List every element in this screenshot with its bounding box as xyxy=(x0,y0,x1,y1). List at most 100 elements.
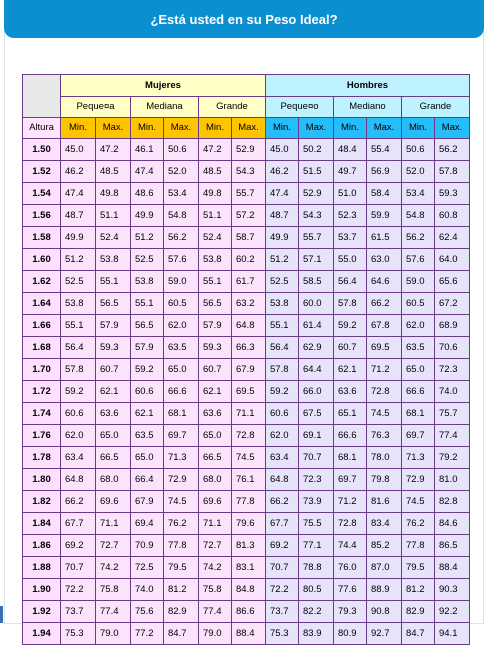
weight-cell: 53.8 xyxy=(60,292,96,315)
weight-cell: 50.2 xyxy=(298,138,334,161)
weight-cell: 54.3 xyxy=(231,160,266,183)
weight-cell: 51.5 xyxy=(298,160,334,183)
weight-cell: 59.9 xyxy=(366,204,402,227)
max-header: Max. xyxy=(366,117,402,139)
weight-cell: 50.6 xyxy=(401,138,435,161)
weight-cell: 51.2 xyxy=(60,248,96,271)
weight-cell: 75.8 xyxy=(95,578,131,601)
weight-cell: 54.3 xyxy=(298,204,334,227)
weight-cell: 58.4 xyxy=(366,182,402,205)
weight-cell: 73.9 xyxy=(298,490,334,513)
weight-cell: 76.0 xyxy=(333,556,367,579)
weight-cell: 74.5 xyxy=(401,490,435,513)
weight-cell: 46.2 xyxy=(265,160,299,183)
table-row: 1.80 64.8 68.0 66.4 72.9 68.0 76.1 64.8 72.3 69.7… xyxy=(22,468,470,491)
weight-cell: 46.2 xyxy=(60,160,96,183)
weight-cell: 84.8 xyxy=(231,578,266,601)
weight-cell: 53.7 xyxy=(333,226,367,249)
weight-cell: 57.9 xyxy=(95,314,131,337)
max-header: Max. xyxy=(95,117,131,139)
weight-cell: 59.3 xyxy=(198,336,232,359)
weight-cell: 88.4 xyxy=(231,622,266,645)
weight-cell: 67.9 xyxy=(231,358,266,381)
weight-cell: 81.3 xyxy=(231,534,266,557)
weight-cell: 77.4 xyxy=(198,600,232,623)
weight-cell: 67.9 xyxy=(130,490,164,513)
table-row: 1.70 57.8 60.7 59.2 65.0 60.7 67.9 57.8 64.4 62.1… xyxy=(22,358,470,381)
weight-cell: 74.4 xyxy=(333,534,367,557)
height-cell: 1.76 xyxy=(22,424,61,447)
weight-cell: 76.2 xyxy=(401,512,435,535)
table-row: 1.52 46.2 48.5 47.4 52.0 48.5 54.3 46.2 51.5 49.7… xyxy=(22,160,470,183)
weight-cell: 69.5 xyxy=(366,336,402,359)
weight-cell: 77.8 xyxy=(231,490,266,513)
weight-cell: 56.4 xyxy=(60,336,96,359)
weight-cell: 55.1 xyxy=(95,270,131,293)
weight-cell: 64.6 xyxy=(366,270,402,293)
weight-cell: 80.9 xyxy=(333,622,367,645)
weight-cell: 90.8 xyxy=(366,600,402,623)
weight-cell: 69.6 xyxy=(198,490,232,513)
weight-cell: 68.9 xyxy=(434,314,470,337)
weight-cell: 69.6 xyxy=(95,490,131,513)
weight-cell: 79.8 xyxy=(366,468,402,491)
weight-cell: 73.7 xyxy=(265,600,299,623)
weight-cell: 48.4 xyxy=(333,138,367,161)
height-cell: 1.58 xyxy=(22,226,61,249)
table-row: 1.94 75.3 79.0 77.2 84.7 79.0 88.4 75.3 83.9 80.9… xyxy=(22,622,470,645)
weight-cell: 85.2 xyxy=(366,534,402,557)
weight-cell: 86.5 xyxy=(434,534,470,557)
height-cell: 1.82 xyxy=(22,490,61,513)
table-row: 1.92 73.7 77.4 75.6 82.9 77.4 86.6 73.7 82.2 79.3… xyxy=(22,600,470,623)
weight-cell: 65.0 xyxy=(163,358,199,381)
weight-cell: 72.2 xyxy=(265,578,299,601)
group-men: Hombres xyxy=(265,74,470,97)
weight-cell: 52.5 xyxy=(60,270,96,293)
height-cell: 1.74 xyxy=(22,402,61,425)
weight-cell: 63.5 xyxy=(130,424,164,447)
weight-cell: 75.7 xyxy=(434,402,470,425)
size-women-large: Grande xyxy=(198,96,266,118)
weight-cell: 60.5 xyxy=(401,292,435,315)
weight-cell: 62.0 xyxy=(60,424,96,447)
weight-cell: 77.4 xyxy=(95,600,131,623)
weight-cell: 60.0 xyxy=(298,292,334,315)
weight-cell: 64.8 xyxy=(60,468,96,491)
table-row: 1.84 67.7 71.1 69.4 76.2 71.1 79.6 67.7 75.5 72.8… xyxy=(22,512,470,535)
weight-cell: 64.8 xyxy=(265,468,299,491)
weight-cell: 71.1 xyxy=(231,402,266,425)
page-title: ¿Está usted en su Peso Ideal? xyxy=(4,0,484,38)
height-column-header: Altura xyxy=(22,117,61,139)
weight-cell: 51.0 xyxy=(333,182,367,205)
weight-cell: 53.8 xyxy=(198,248,232,271)
weight-cell: 92.2 xyxy=(434,600,470,623)
size-header-row: Peque¤a Mediana Grande Peque¤o Mediano G… xyxy=(23,96,470,118)
weight-cell: 82.8 xyxy=(434,490,470,513)
weight-cell: 76.3 xyxy=(366,424,402,447)
weight-cell: 79.2 xyxy=(434,446,470,469)
weight-table: Mujeres Hombres Peque¤a Mediana Grande P… xyxy=(22,74,470,645)
weight-cell: 57.8 xyxy=(333,292,367,315)
weight-cell: 72.8 xyxy=(366,380,402,403)
weight-cell: 52.0 xyxy=(401,160,435,183)
min-header: Min. xyxy=(198,117,232,139)
weight-cell: 74.0 xyxy=(434,380,470,403)
weight-cell: 79.5 xyxy=(163,556,199,579)
weight-cell: 71.3 xyxy=(163,446,199,469)
weight-cell: 72.7 xyxy=(198,534,232,557)
table-row: 1.76 62.0 65.0 63.5 69.7 65.0 72.8 62.0 69.1 66.6… xyxy=(22,424,470,447)
weight-cell: 62.1 xyxy=(130,402,164,425)
weight-cell: 68.0 xyxy=(95,468,131,491)
weight-cell: 83.9 xyxy=(298,622,334,645)
weight-cell: 56.5 xyxy=(198,292,232,315)
weight-cell: 81.0 xyxy=(434,468,470,491)
weight-cell: 88.9 xyxy=(366,578,402,601)
weight-cell: 72.3 xyxy=(298,468,334,491)
weight-cell: 72.9 xyxy=(163,468,199,491)
weight-cell: 55.7 xyxy=(231,182,266,205)
table-row: 1.78 63.4 66.5 65.0 71.3 66.5 74.5 63.4 70.7 68.1… xyxy=(22,446,470,469)
height-cell: 1.52 xyxy=(22,160,61,183)
min-header: Min. xyxy=(401,117,435,139)
weight-cell: 47.4 xyxy=(60,182,96,205)
weight-cell: 56.2 xyxy=(401,226,435,249)
